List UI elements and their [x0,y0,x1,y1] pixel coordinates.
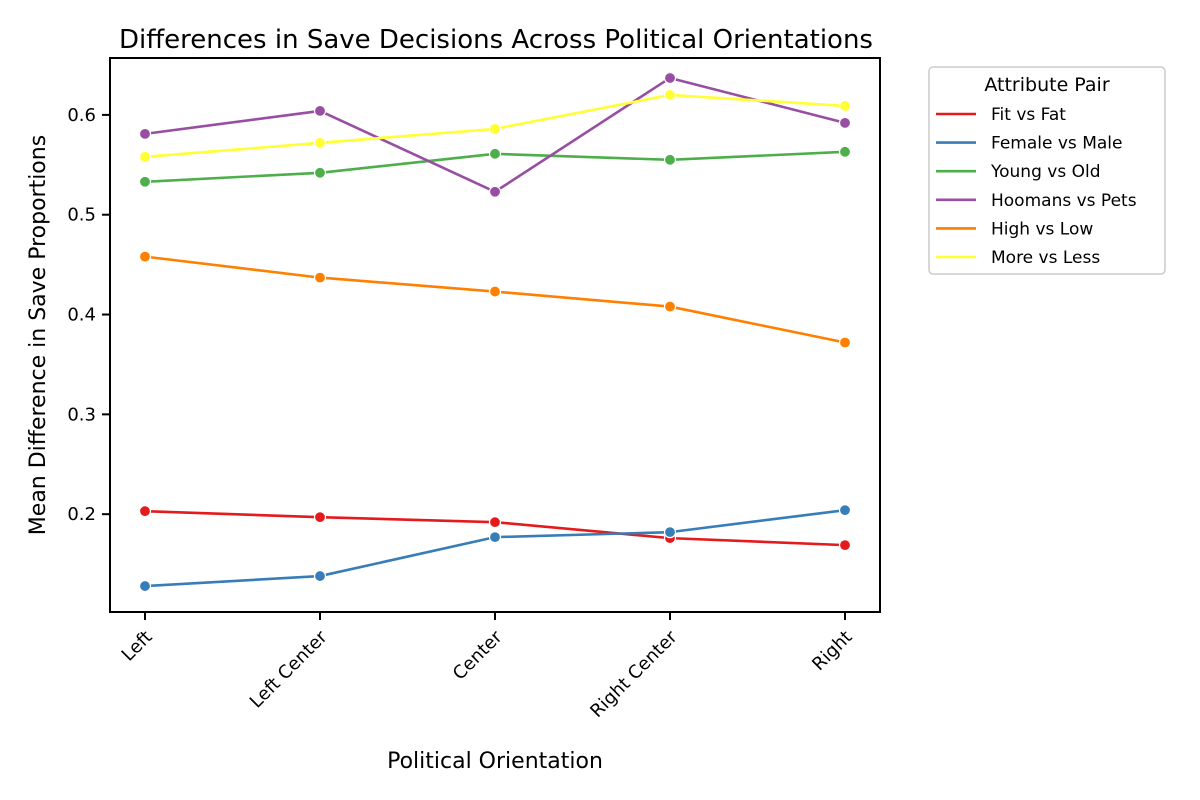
data-point [838,99,852,113]
data-point [138,175,152,188]
y-tick-label: 0.3 [67,404,96,425]
data-point [313,569,327,583]
series-4 [138,250,852,349]
legend-item: Fit vs Fat [936,105,1066,125]
x-axis-label: Political Orientation [387,749,603,774]
data-point [663,88,677,102]
chart-title: Differences in Save Decisions Across Pol… [119,25,873,55]
series-0 [138,505,852,552]
x-tick-label: Right Center [586,626,682,722]
data-point [488,285,502,298]
legend-item: More vs Less [936,248,1100,268]
legend-label: More vs Less [991,248,1100,268]
legend-label: Hoomans vs Pets [991,191,1137,211]
data-point [488,185,502,198]
data-point [313,136,327,149]
data-point [488,122,502,135]
data-point [138,505,152,518]
y-tick-label: 0.4 [67,305,96,326]
legend-title: Attribute Pair [984,74,1109,96]
data-point [838,145,852,158]
series-2 [138,145,852,188]
data-point [488,147,502,160]
y-tick-label: 0.6 [67,105,96,126]
series-5 [138,88,852,163]
data-point [663,153,677,166]
y-axis-label: Mean Difference in Save Proportions [26,135,51,535]
legend: Attribute Pair Fit vs Fat Female vs Male Y… [928,66,1166,275]
data-point [138,150,152,163]
x-tick-label: Center [449,626,507,684]
legend-box [928,66,1166,275]
plot-area [138,71,852,593]
data-point [663,526,677,539]
data-point [488,531,502,544]
data-point [313,511,327,524]
series-line [144,255,846,344]
legend-label: Female vs Male [991,134,1122,154]
data-point [313,166,327,179]
legend-label: Fit vs Fat [991,105,1066,125]
legend-item: Female vs Male [936,134,1122,154]
legend-item: Young vs Old [936,162,1101,182]
data-point [488,516,502,529]
data-point [138,127,152,140]
data-point [838,116,852,129]
data-point [313,104,327,118]
legend-label: Young vs Old [990,162,1101,182]
data-point [838,504,852,517]
data-point [313,271,327,284]
legend-item: Hoomans vs Pets [936,191,1137,211]
x-axis: Left Left Center Center Right Center Right [118,612,857,722]
legend-item: High vs Low [936,219,1093,239]
legend-label: High vs Low [991,219,1093,239]
data-point [838,539,852,552]
data-point [138,579,152,593]
data-point [663,300,677,313]
data-point [838,336,852,349]
data-point [663,71,677,85]
series-1 [138,504,852,593]
x-tick-label: Left Center [246,626,332,712]
x-tick-label: Right [808,627,856,675]
y-axis: 0.2 0.3 0.4 0.5 0.6 [67,105,110,525]
y-tick-label: 0.2 [67,504,96,525]
data-point [138,250,152,263]
x-tick-label: Left [118,627,157,666]
series-3 [138,71,852,198]
plot-frame [109,57,881,613]
y-tick-label: 0.5 [67,205,96,226]
